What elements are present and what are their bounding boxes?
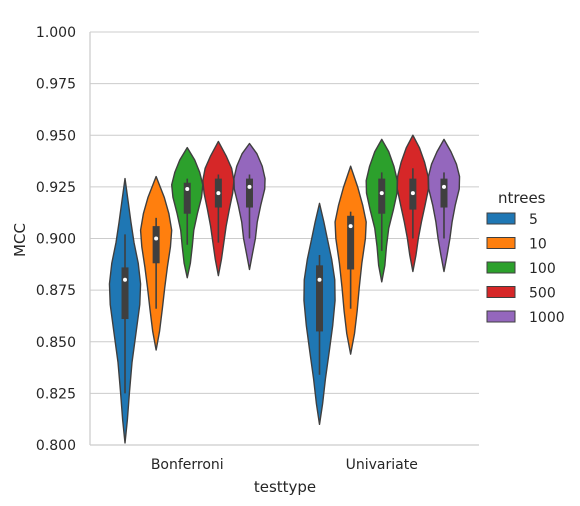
violin-10-bonferroni (139, 175, 173, 351)
violin-median (123, 277, 128, 282)
violin-median (247, 184, 252, 189)
legend-label-1000: 1000 (529, 310, 565, 326)
violin-100-bonferroni (170, 146, 204, 279)
violin-iqr-box (152, 226, 160, 264)
legend: ntrees 5 10 100 500 1000 (486, 189, 565, 326)
x-tick-label: Bonferroni (151, 457, 224, 473)
violin-1000-bonferroni (233, 142, 266, 271)
legend-swatch-5 (486, 212, 516, 225)
violin-iqr-box (121, 267, 129, 320)
y-tick-label: 0.900 (36, 232, 76, 248)
legend-label-500: 500 (529, 286, 556, 302)
y-tick-label: 0.825 (36, 386, 76, 402)
y-tick-label: 0.975 (36, 77, 76, 93)
violin-500-univariate (396, 134, 430, 273)
violin-median (441, 184, 446, 189)
legend-label-10: 10 (529, 237, 547, 253)
violin-median (317, 277, 322, 282)
y-tick-label: 0.850 (36, 335, 76, 351)
violins (108, 134, 461, 444)
y-axis-label: MCC (11, 223, 29, 257)
violin-5-univariate (303, 202, 336, 426)
violin-iqr-box (245, 178, 253, 208)
violin-iqr-box (440, 178, 448, 208)
axes (89, 32, 479, 446)
legend-swatch-100 (486, 261, 516, 274)
violin-iqr-box (347, 215, 355, 270)
legend-label-100: 100 (529, 261, 556, 277)
x-tick-labels: Bonferroni Univariate (151, 457, 418, 473)
violin-median (348, 224, 353, 229)
y-tick-label: 0.950 (36, 128, 76, 144)
y-tick-label: 0.925 (36, 180, 76, 196)
y-tick-labels: 0.800 0.825 0.850 0.875 0.900 0.925 0.950 0.975… (36, 25, 76, 454)
violin-median (154, 236, 159, 241)
legend-label-5: 5 (529, 212, 538, 228)
violin-500-bonferroni (202, 140, 235, 277)
violin-10-univariate (334, 165, 367, 355)
legend-swatch-500 (486, 286, 516, 298)
x-tick-label: Univariate (346, 457, 418, 473)
x-axis-label: testtype (254, 478, 316, 496)
violin-100-univariate (365, 138, 399, 283)
legend-swatch-10 (486, 237, 516, 249)
y-tick-label: 0.800 (36, 438, 76, 454)
violin-median (379, 191, 384, 196)
violin-1000-univariate (427, 138, 461, 273)
y-tick-label: 1.000 (36, 25, 76, 41)
violin-median (185, 186, 190, 191)
violin-iqr-box (316, 265, 324, 332)
legend-swatch-1000 (486, 310, 516, 323)
legend-title: ntrees (498, 189, 546, 207)
violin-median (410, 191, 415, 196)
violin-median (216, 191, 221, 196)
violin-iqr-box (183, 182, 191, 214)
violin-iqr-box (378, 178, 386, 214)
violin-5-bonferroni (108, 177, 142, 444)
y-tick-label: 0.875 (36, 283, 76, 299)
